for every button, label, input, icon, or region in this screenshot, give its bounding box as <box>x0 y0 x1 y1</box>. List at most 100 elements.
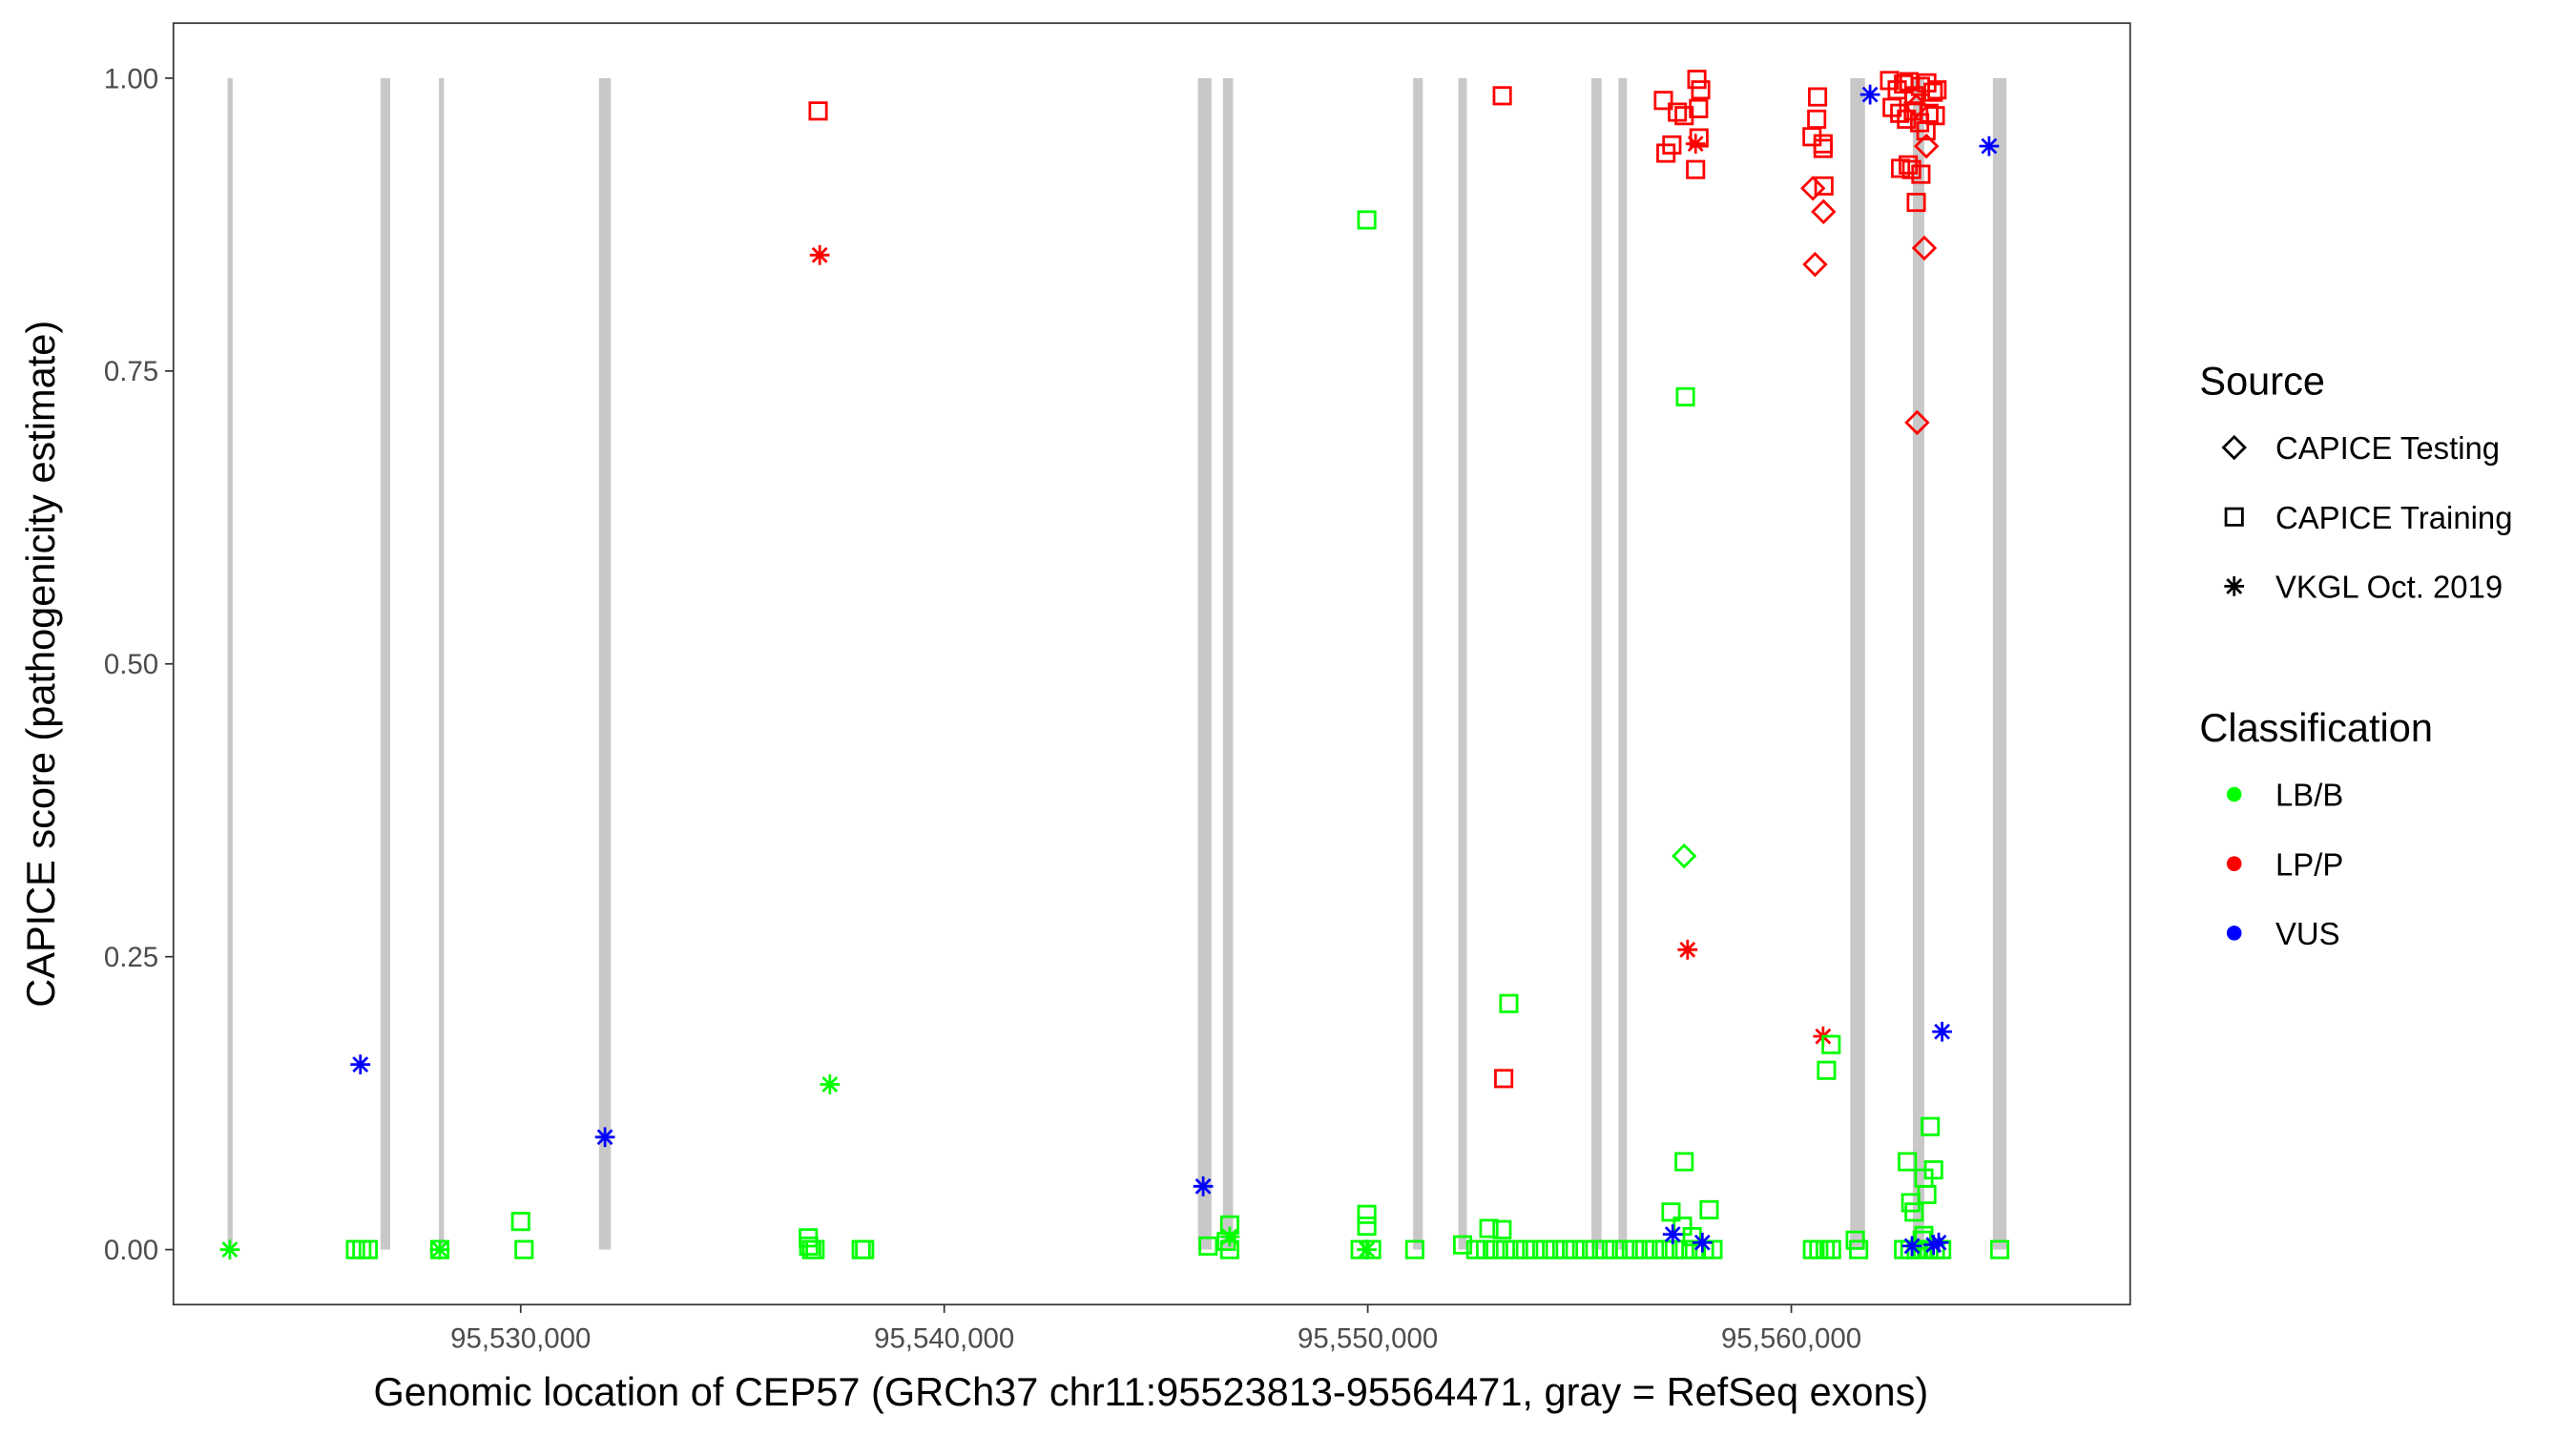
data-point-diamond <box>1913 133 1940 159</box>
data-point-square <box>1625 1239 1645 1259</box>
data-point-square <box>1545 1239 1565 1259</box>
data-point-asterisk <box>1859 84 1880 105</box>
data-point-asterisk <box>594 1127 615 1148</box>
legend-class-title: Classification <box>2199 705 2433 750</box>
data-points <box>219 70 2009 1259</box>
data-point-square <box>1686 159 1706 179</box>
data-point-square <box>1674 1152 1694 1172</box>
data-point-square <box>1906 193 1926 213</box>
legend-diamond-icon <box>2221 434 2247 461</box>
legend: Source Classification CAPICE Testing CAPI… <box>2199 359 2512 951</box>
data-point-square <box>1494 1069 1514 1089</box>
data-point-asterisk <box>1677 939 1698 960</box>
data-point-square <box>1565 1239 1585 1259</box>
data-point-square <box>510 1212 530 1232</box>
data-point-square <box>1904 1202 1924 1222</box>
legend-source-label: CAPICE Testing <box>2275 430 2500 466</box>
data-point-asterisk <box>1901 1236 1922 1257</box>
data-point-square <box>1654 1239 1674 1259</box>
legend-class-label: LB/B <box>2275 778 2343 813</box>
data-point-square <box>1404 1239 1424 1259</box>
data-point-square <box>1656 143 1676 163</box>
data-point-asterisk <box>1193 1176 1214 1197</box>
data-point-square <box>1653 91 1673 111</box>
data-point-square <box>1664 1239 1685 1259</box>
legend-class-label: LP/P <box>2275 846 2343 882</box>
exon-bar <box>598 77 612 1250</box>
plot-panel <box>172 22 2131 1306</box>
data-point-diamond <box>1911 235 1938 261</box>
data-point-square <box>358 1239 378 1259</box>
data-point-square <box>1515 1239 1535 1259</box>
data-point-asterisk <box>1219 1226 1240 1247</box>
data-point-square <box>1479 1218 1499 1238</box>
data-point-square <box>1699 1199 1719 1219</box>
data-point-square <box>1485 1239 1506 1259</box>
data-point-asterisk <box>1932 1021 1952 1042</box>
data-point-square <box>1689 98 1709 118</box>
data-point-asterisk <box>1692 1232 1713 1253</box>
data-point-square <box>1595 1239 1615 1259</box>
legend-color-dot-icon <box>2226 786 2242 802</box>
y-tick-label: 0.25 <box>104 942 158 973</box>
data-point-square <box>1465 1239 1485 1259</box>
data-point-square <box>1585 1239 1605 1259</box>
data-point-square <box>855 1239 875 1259</box>
data-point-square <box>1198 1236 1218 1256</box>
data-point-square <box>1555 1239 1575 1259</box>
exon-bar <box>1197 77 1212 1250</box>
data-point-diamond <box>1903 94 1929 119</box>
data-point-square <box>1357 1217 1377 1237</box>
data-point-square <box>1682 1227 1702 1247</box>
data-point-square <box>1575 1239 1595 1259</box>
exon-bar <box>1992 77 2007 1250</box>
legend-source-title: Source <box>2199 359 2325 404</box>
data-point-asterisk <box>1923 1235 1944 1256</box>
data-point-asterisk <box>1685 134 1706 155</box>
x-axis-ticks: 95,530,000 95,540,000 95,550,000 95,560,000 <box>450 1304 1861 1354</box>
exon-bar <box>1458 77 1467 1250</box>
data-point-diamond <box>1802 251 1828 278</box>
x-tick-label: 95,550,000 <box>1298 1322 1438 1354</box>
data-point-square <box>1661 1202 1681 1222</box>
data-point-square <box>1506 1239 1526 1259</box>
data-point-asterisk <box>820 1074 841 1094</box>
data-point-square <box>1492 86 1512 106</box>
x-tick-label: 95,530,000 <box>450 1322 591 1354</box>
data-point-square <box>1535 1239 1555 1259</box>
y-tick-label: 0.50 <box>104 649 158 680</box>
legend-source-label: VKGL Oct. 2019 <box>2275 570 2503 605</box>
exon-bar <box>1591 77 1602 1250</box>
y-tick-label: 0.00 <box>104 1235 158 1266</box>
data-point-asterisk <box>809 244 830 265</box>
exon-bars <box>227 77 2007 1250</box>
data-point-asterisk <box>1928 1232 1949 1253</box>
data-point-square <box>1525 1239 1546 1259</box>
data-point-square <box>1615 1239 1635 1259</box>
data-point-asterisk <box>429 1239 450 1259</box>
data-point-square <box>1808 87 1828 107</box>
data-point-diamond <box>1904 409 1930 436</box>
x-axis-title: Genomic location of CEP57 (GRCh37 chr11:… <box>373 1369 1928 1414</box>
data-point-asterisk <box>219 1239 240 1259</box>
data-point-square <box>1813 138 1833 158</box>
exon-bar <box>1618 77 1628 1250</box>
data-point-square <box>1499 993 1519 1013</box>
y-tick-label: 0.75 <box>104 356 158 387</box>
data-point-square <box>1911 164 1931 184</box>
data-point-square <box>1923 82 1943 102</box>
y-axis-ticks: 0.00 0.25 0.50 0.75 1.00 <box>104 63 174 1266</box>
data-point-square <box>1668 102 1688 122</box>
exon-bar <box>227 77 233 1250</box>
data-point-square <box>1927 80 1947 100</box>
data-point-square <box>799 1236 819 1256</box>
x-tick-label: 95,540,000 <box>874 1322 1014 1354</box>
legend-class-label: VUS <box>2275 916 2340 951</box>
data-point-square <box>1605 1239 1625 1259</box>
data-point-diamond <box>1799 176 1826 201</box>
data-point-asterisk <box>1357 1239 1377 1259</box>
data-point-asterisk <box>1979 135 2000 156</box>
exon-bar <box>1912 77 1924 1250</box>
data-point-square <box>1645 1239 1665 1259</box>
